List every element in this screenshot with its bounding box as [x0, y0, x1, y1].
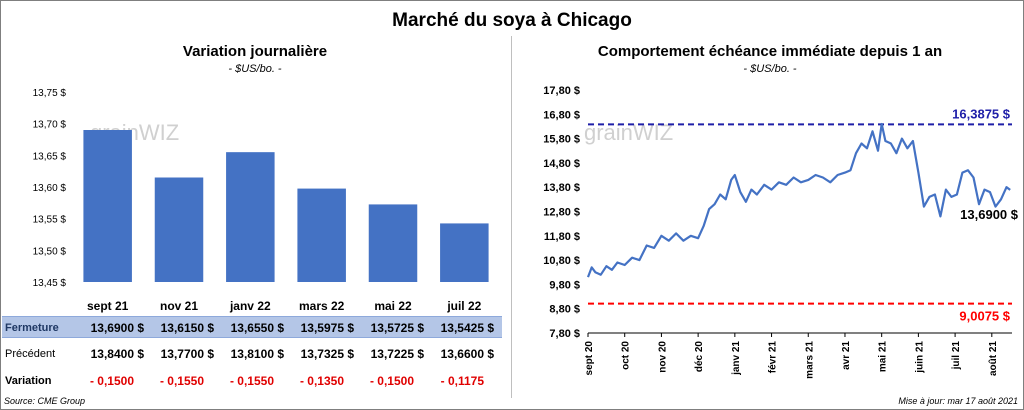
variation-cell: - 0,1350 — [299, 374, 344, 388]
fermeture-cell: 13,5425 $ — [440, 321, 494, 335]
last-value-label: 13,6900 $ — [960, 207, 1019, 222]
precedent-cell: 13,8100 $ — [230, 347, 284, 361]
right-chart-unit: - $US/bo. - — [743, 63, 797, 75]
y-tick-label: 12,80 $ — [543, 207, 580, 219]
x-tick-label: janv 22 — [229, 299, 271, 313]
y-tick-label: 13,75 $ — [33, 88, 67, 99]
x-tick-label: oct 20 — [621, 341, 632, 370]
precedent-cell: 13,7700 $ — [160, 347, 214, 361]
bar — [368, 204, 418, 282]
precedent-cell: 13,8400 $ — [90, 347, 144, 361]
x-tick-label: mars 22 — [299, 299, 345, 313]
y-tick-label: 15,80 $ — [543, 134, 580, 146]
main-title: Marché du soya à Chicago — [392, 10, 632, 31]
max-value-label: 16,3875 $ — [952, 106, 1011, 121]
left-chart-title: Variation journalière — [182, 43, 328, 60]
fermeture-cell: 13,6900 $ — [90, 321, 144, 335]
y-tick-label: 13,55 $ — [33, 215, 67, 226]
bar — [154, 177, 204, 282]
x-tick-label: août 21 — [988, 341, 999, 376]
precedent-cell: 13,6600 $ — [440, 347, 494, 361]
row-label-variation: Variation — [5, 375, 52, 387]
x-tick-label: mai 22 — [374, 299, 412, 313]
bar-chart: grainWIZ 13,45 $13,50 $13,55 $13,60 $13,… — [33, 88, 489, 313]
y-tick-label: 14,80 $ — [543, 158, 580, 170]
y-tick-label: 7,80 $ — [549, 328, 580, 340]
source-note: Source: CME Group — [4, 396, 86, 406]
panel-divider — [511, 36, 512, 398]
y-tick-label: 13,60 $ — [33, 183, 67, 194]
update-note: Mise à jour: mar 17 août 2021 — [898, 396, 1018, 406]
row-label-fermeture: Fermeture — [5, 322, 59, 334]
x-tick-label: déc 20 — [694, 341, 705, 373]
variation-cell: - 0,1500 — [89, 374, 134, 388]
y-tick-label: 17,80 $ — [543, 85, 580, 97]
y-tick-label: 13,50 $ — [33, 246, 67, 257]
x-tick-label: sept 21 — [87, 299, 129, 313]
fermeture-cell: 13,5975 $ — [300, 321, 354, 335]
bar — [297, 188, 346, 282]
fermeture-cell: 13,6550 $ — [230, 321, 284, 335]
fermeture-cell: 13,6150 $ — [160, 321, 214, 335]
table-row-precedent: Précédent 13,8400 $ 13,7700 $ 13,8100 $ … — [2, 343, 502, 365]
x-tick-label: avr 21 — [841, 341, 852, 370]
precedent-cell: 13,7325 $ — [300, 347, 354, 361]
y-tick-label: 8,80 $ — [549, 304, 580, 316]
x-tick-label: janv 21 — [731, 341, 742, 376]
right-chart-title: Comportement échéance immédiate depuis 1… — [597, 43, 943, 60]
y-tick-label: 10,80 $ — [543, 255, 580, 267]
y-tick-label: 13,65 $ — [33, 151, 67, 162]
y-tick-label: 13,80 $ — [543, 182, 580, 194]
bar — [440, 223, 489, 282]
min-value-label: 9,0075 $ — [959, 309, 1010, 324]
x-tick-label: nov 20 — [657, 341, 668, 373]
table-row-fermeture: Fermeture 13,6900 $ 13,6150 $ 13,6550 $ … — [2, 316, 502, 338]
x-tick-label: juin 21 — [914, 341, 925, 374]
y-tick-label: 13,45 $ — [33, 278, 67, 289]
x-tick-label: juil 22 — [446, 299, 481, 313]
bar — [83, 130, 132, 282]
x-tick-label: févr 21 — [768, 341, 779, 374]
variation-cell: - 0,1175 — [440, 374, 484, 388]
fermeture-cell: 13,5725 $ — [370, 321, 424, 335]
y-tick-label: 16,80 $ — [543, 109, 580, 121]
x-tick-label: mai 21 — [878, 341, 889, 373]
x-tick-label: mars 21 — [804, 341, 815, 379]
y-tick-label: 11,80 $ — [544, 231, 580, 243]
x-tick-label: juil 21 — [951, 341, 962, 371]
left-chart-unit: - $US/bo. - — [228, 63, 282, 75]
y-tick-label: 9,80 $ — [549, 279, 580, 291]
variation-cell: - 0,1550 — [159, 374, 204, 388]
row-label-precedent: Précédent — [5, 348, 56, 360]
precedent-cell: 13,7225 $ — [370, 347, 424, 361]
line-chart: grainWIZ 7,80 $8,80 $9,80 $10,80 $11,80 … — [543, 85, 1019, 379]
variation-cell: - 0,1550 — [229, 374, 274, 388]
y-tick-label: 13,70 $ — [33, 120, 67, 131]
x-tick-label: nov 21 — [160, 299, 198, 313]
price-series-line — [586, 122, 1011, 278]
table-row-variation: Variation - 0,1500 - 0,1550 - 0,1550 - 0… — [2, 370, 502, 392]
x-tick-label: sept 20 — [584, 341, 595, 376]
bar — [226, 152, 275, 282]
variation-cell: - 0,1500 — [369, 374, 414, 388]
